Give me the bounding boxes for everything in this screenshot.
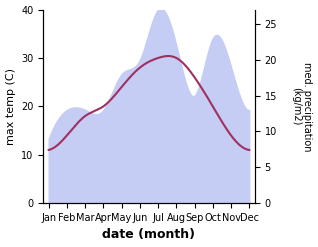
Y-axis label: med. precipitation
(kg/m2): med. precipitation (kg/m2): [291, 62, 313, 151]
Y-axis label: max temp (C): max temp (C): [5, 68, 16, 145]
X-axis label: date (month): date (month): [102, 228, 196, 242]
